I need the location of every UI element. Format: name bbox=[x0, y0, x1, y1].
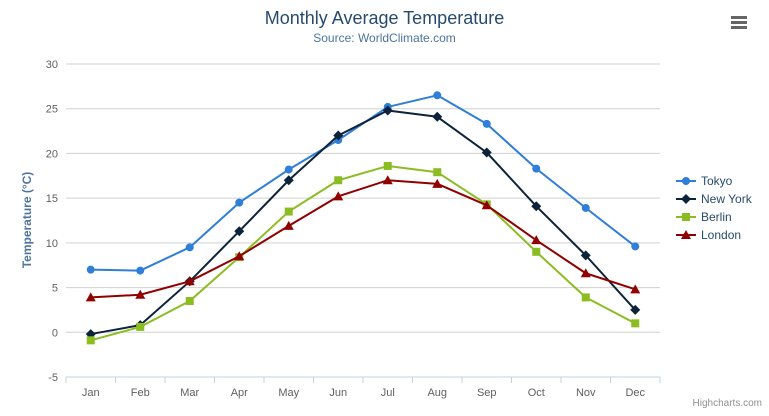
hamburger-icon[interactable] bbox=[731, 16, 747, 29]
data-point-berlin-jan[interactable] bbox=[86, 336, 95, 345]
y-tick-label: 10 bbox=[46, 238, 58, 250]
data-point-london-jun[interactable] bbox=[333, 191, 344, 201]
credits-link[interactable]: Highcharts.com bbox=[692, 398, 762, 409]
series-line bbox=[89, 94, 637, 272]
legend-marker-square-icon bbox=[676, 213, 696, 221]
legend-marker-diamond-icon bbox=[676, 194, 696, 204]
legend-label: New York bbox=[701, 192, 752, 206]
chart-title: Monthly Average Temperature bbox=[264, 8, 505, 28]
data-point-berlin-jul[interactable] bbox=[383, 161, 392, 170]
y-tick-label: -5 bbox=[48, 372, 58, 384]
legend-item-berlin[interactable]: Berlin bbox=[676, 208, 752, 226]
data-point-new-york-may[interactable] bbox=[283, 175, 294, 186]
data-point-tokyo-dec[interactable] bbox=[631, 242, 640, 251]
x-tick-label-jan: Jan bbox=[82, 387, 100, 399]
data-point-tokyo-oct[interactable] bbox=[532, 164, 541, 173]
data-point-berlin-feb[interactable] bbox=[136, 322, 145, 331]
x-tick-label-apr: Apr bbox=[231, 387, 248, 399]
data-point-new-york-jul[interactable] bbox=[382, 105, 393, 116]
data-point-tokyo-mar[interactable] bbox=[185, 243, 194, 252]
series-line bbox=[89, 164, 637, 342]
data-point-london-jan[interactable] bbox=[85, 292, 96, 302]
data-point-london-dec[interactable] bbox=[630, 284, 641, 294]
chart-subtitle: Source: WorldClimate.com bbox=[313, 31, 456, 45]
x-tick-label-nov: Nov bbox=[576, 387, 596, 399]
data-point-new-york-oct[interactable] bbox=[531, 201, 542, 212]
data-point-london-nov[interactable] bbox=[580, 268, 591, 278]
series-line bbox=[89, 109, 637, 336]
x-tick-label-aug: Aug bbox=[427, 387, 447, 399]
data-point-berlin-dec[interactable] bbox=[631, 319, 640, 328]
x-tick-label-may: May bbox=[278, 387, 299, 399]
series-london[interactable] bbox=[85, 175, 641, 302]
data-point-london-aug[interactable] bbox=[432, 178, 443, 188]
legend-label: Berlin bbox=[701, 210, 732, 224]
x-tick-label-jul: Jul bbox=[381, 387, 395, 399]
x-tick-label-jun: Jun bbox=[329, 387, 347, 399]
data-point-tokyo-may[interactable] bbox=[284, 165, 293, 174]
legend-item-new-york[interactable]: New York bbox=[676, 190, 752, 208]
legend-item-london[interactable]: London bbox=[676, 226, 752, 244]
data-point-new-york-aug[interactable] bbox=[432, 111, 443, 122]
hamburger-bar bbox=[731, 16, 747, 19]
data-point-tokyo-aug[interactable] bbox=[433, 91, 442, 100]
x-tick-label-sep: Sep bbox=[477, 387, 497, 399]
data-point-new-york-jun[interactable] bbox=[333, 130, 344, 141]
data-point-london-oct[interactable] bbox=[531, 235, 542, 245]
series-tokyo[interactable] bbox=[86, 91, 640, 275]
legend: Tokyo New York Berlin London bbox=[676, 172, 752, 244]
data-point-berlin-jun[interactable] bbox=[334, 176, 343, 185]
series-line bbox=[89, 179, 637, 299]
x-tick-label-feb: Feb bbox=[131, 387, 150, 399]
data-point-london-sep[interactable] bbox=[481, 200, 492, 210]
data-point-new-york-apr[interactable] bbox=[234, 226, 245, 237]
y-tick-label: 30 bbox=[46, 59, 58, 71]
data-point-london-mar[interactable] bbox=[184, 276, 195, 286]
data-point-berlin-nov[interactable] bbox=[581, 293, 590, 302]
x-tick-label-dec: Dec bbox=[625, 387, 645, 399]
y-tick-label: 15 bbox=[46, 193, 58, 205]
data-point-berlin-aug[interactable] bbox=[433, 168, 442, 177]
data-point-tokyo-sep[interactable] bbox=[482, 119, 491, 128]
series-new-york[interactable] bbox=[85, 105, 641, 340]
legend-item-tokyo[interactable]: Tokyo bbox=[676, 172, 752, 190]
x-tick-label-oct: Oct bbox=[528, 387, 545, 399]
data-point-berlin-oct[interactable] bbox=[532, 247, 541, 256]
hamburger-bar bbox=[731, 21, 747, 24]
data-point-london-jul[interactable] bbox=[382, 175, 393, 185]
data-point-tokyo-jan[interactable] bbox=[86, 265, 95, 274]
legend-label: London bbox=[701, 228, 742, 242]
legend-marker-triangle-icon bbox=[676, 230, 696, 239]
y-tick-label: 25 bbox=[46, 104, 58, 116]
data-point-berlin-mar[interactable] bbox=[185, 296, 194, 305]
data-point-berlin-may[interactable] bbox=[284, 207, 293, 216]
y-tick-label: 0 bbox=[52, 327, 58, 339]
hamburger-bar bbox=[731, 26, 747, 29]
data-point-new-york-dec[interactable] bbox=[630, 304, 641, 315]
data-point-london-may[interactable] bbox=[283, 220, 294, 230]
legend-marker-circle-icon bbox=[676, 177, 696, 185]
data-point-new-york-nov[interactable] bbox=[580, 250, 591, 261]
data-point-tokyo-apr[interactable] bbox=[235, 198, 244, 207]
data-point-new-york-sep[interactable] bbox=[481, 147, 492, 158]
data-point-tokyo-feb[interactable] bbox=[136, 266, 145, 275]
data-point-london-feb[interactable] bbox=[135, 289, 146, 299]
data-point-tokyo-nov[interactable] bbox=[581, 203, 590, 212]
y-tick-label: 20 bbox=[46, 148, 58, 160]
x-tick-label-mar: Mar bbox=[180, 387, 199, 399]
data-point-london-apr[interactable] bbox=[234, 251, 245, 261]
legend-label: Tokyo bbox=[701, 174, 733, 188]
y-tick-label: 5 bbox=[52, 283, 58, 295]
